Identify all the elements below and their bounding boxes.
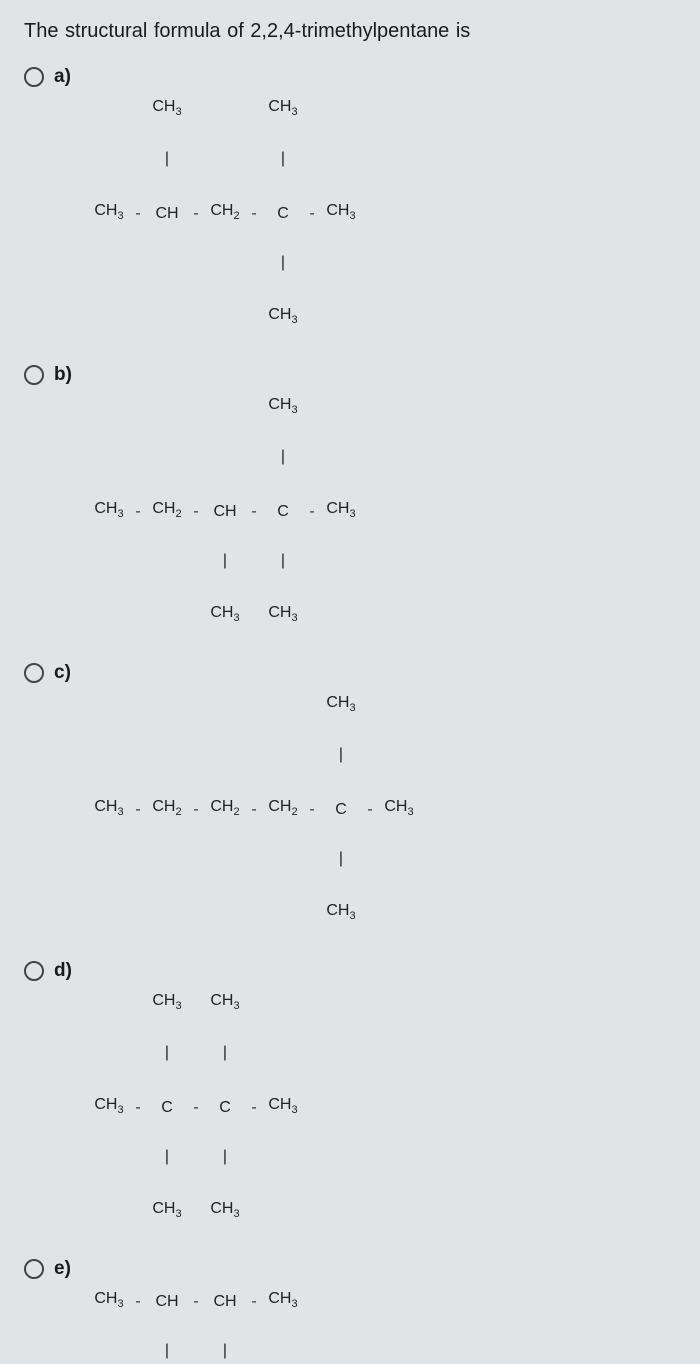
radio-c[interactable]	[24, 663, 44, 683]
option-d: d) CH3CH3 || CH3-C-C-CH3 || CH3CH3	[24, 959, 676, 1251]
formula-c: CH3 | CH3-CH2-CH2-CH2-C-CH3 | CH3	[86, 661, 422, 953]
option-e: e) CH3-CH-CH-CH3 || CH3CH3	[24, 1257, 676, 1364]
formula-e: CH3-CH-CH-CH3 || CH3CH3	[86, 1257, 306, 1364]
option-label-a: a)	[54, 65, 76, 88]
option-label-c: c)	[54, 661, 76, 684]
radio-e[interactable]	[24, 1259, 44, 1279]
option-label-d: d)	[54, 959, 76, 982]
radio-a[interactable]	[24, 67, 44, 87]
formula-a: CH3CH3 || CH3-CH-CH2-C-CH3 | CH3	[86, 65, 364, 357]
radio-d[interactable]	[24, 961, 44, 981]
option-label-b: b)	[54, 363, 76, 386]
option-label-e: e)	[54, 1257, 76, 1280]
option-c: c) CH3 | CH3-CH2-CH2-CH2-C-CH3 | CH3	[24, 661, 676, 953]
option-a: a) CH3CH3 || CH3-CH-CH2-C-CH3 | CH3	[24, 65, 676, 357]
radio-b[interactable]	[24, 365, 44, 385]
option-b: b) CH3 | CH3-CH2-CH-C-CH3 || CH3CH3	[24, 363, 676, 655]
formula-b: CH3 | CH3-CH2-CH-C-CH3 || CH3CH3	[86, 363, 364, 655]
question-title: The structural formula of 2,2,4-trimethy…	[24, 20, 676, 43]
formula-d: CH3CH3 || CH3-C-C-CH3 || CH3CH3	[86, 959, 306, 1251]
